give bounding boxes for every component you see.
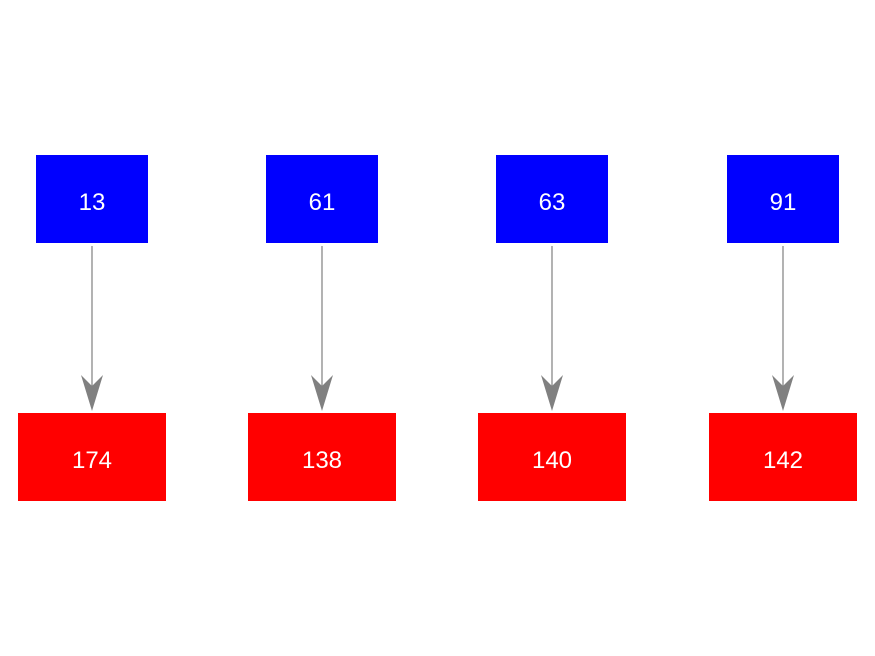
- arrowhead-icon: [81, 375, 103, 411]
- source-node-label: 91: [770, 189, 797, 216]
- target-node: [478, 413, 626, 501]
- target-node-label: 138: [302, 447, 342, 474]
- source-node: [496, 155, 608, 243]
- arrowhead-icon: [311, 375, 333, 411]
- source-node-label: 63: [539, 189, 566, 216]
- target-node: [709, 413, 857, 501]
- target-node-label: 140: [532, 447, 572, 474]
- target-node-label: 174: [72, 447, 112, 474]
- arrowhead-icon: [541, 375, 563, 411]
- target-node: [18, 413, 166, 501]
- arrowhead-icon: [772, 375, 794, 411]
- source-node: [266, 155, 378, 243]
- source-node-label: 13: [79, 189, 106, 216]
- target-node-label: 142: [763, 447, 803, 474]
- source-node: [727, 155, 839, 243]
- source-node: [36, 155, 148, 243]
- source-node-label: 61: [309, 189, 336, 216]
- target-node: [248, 413, 396, 501]
